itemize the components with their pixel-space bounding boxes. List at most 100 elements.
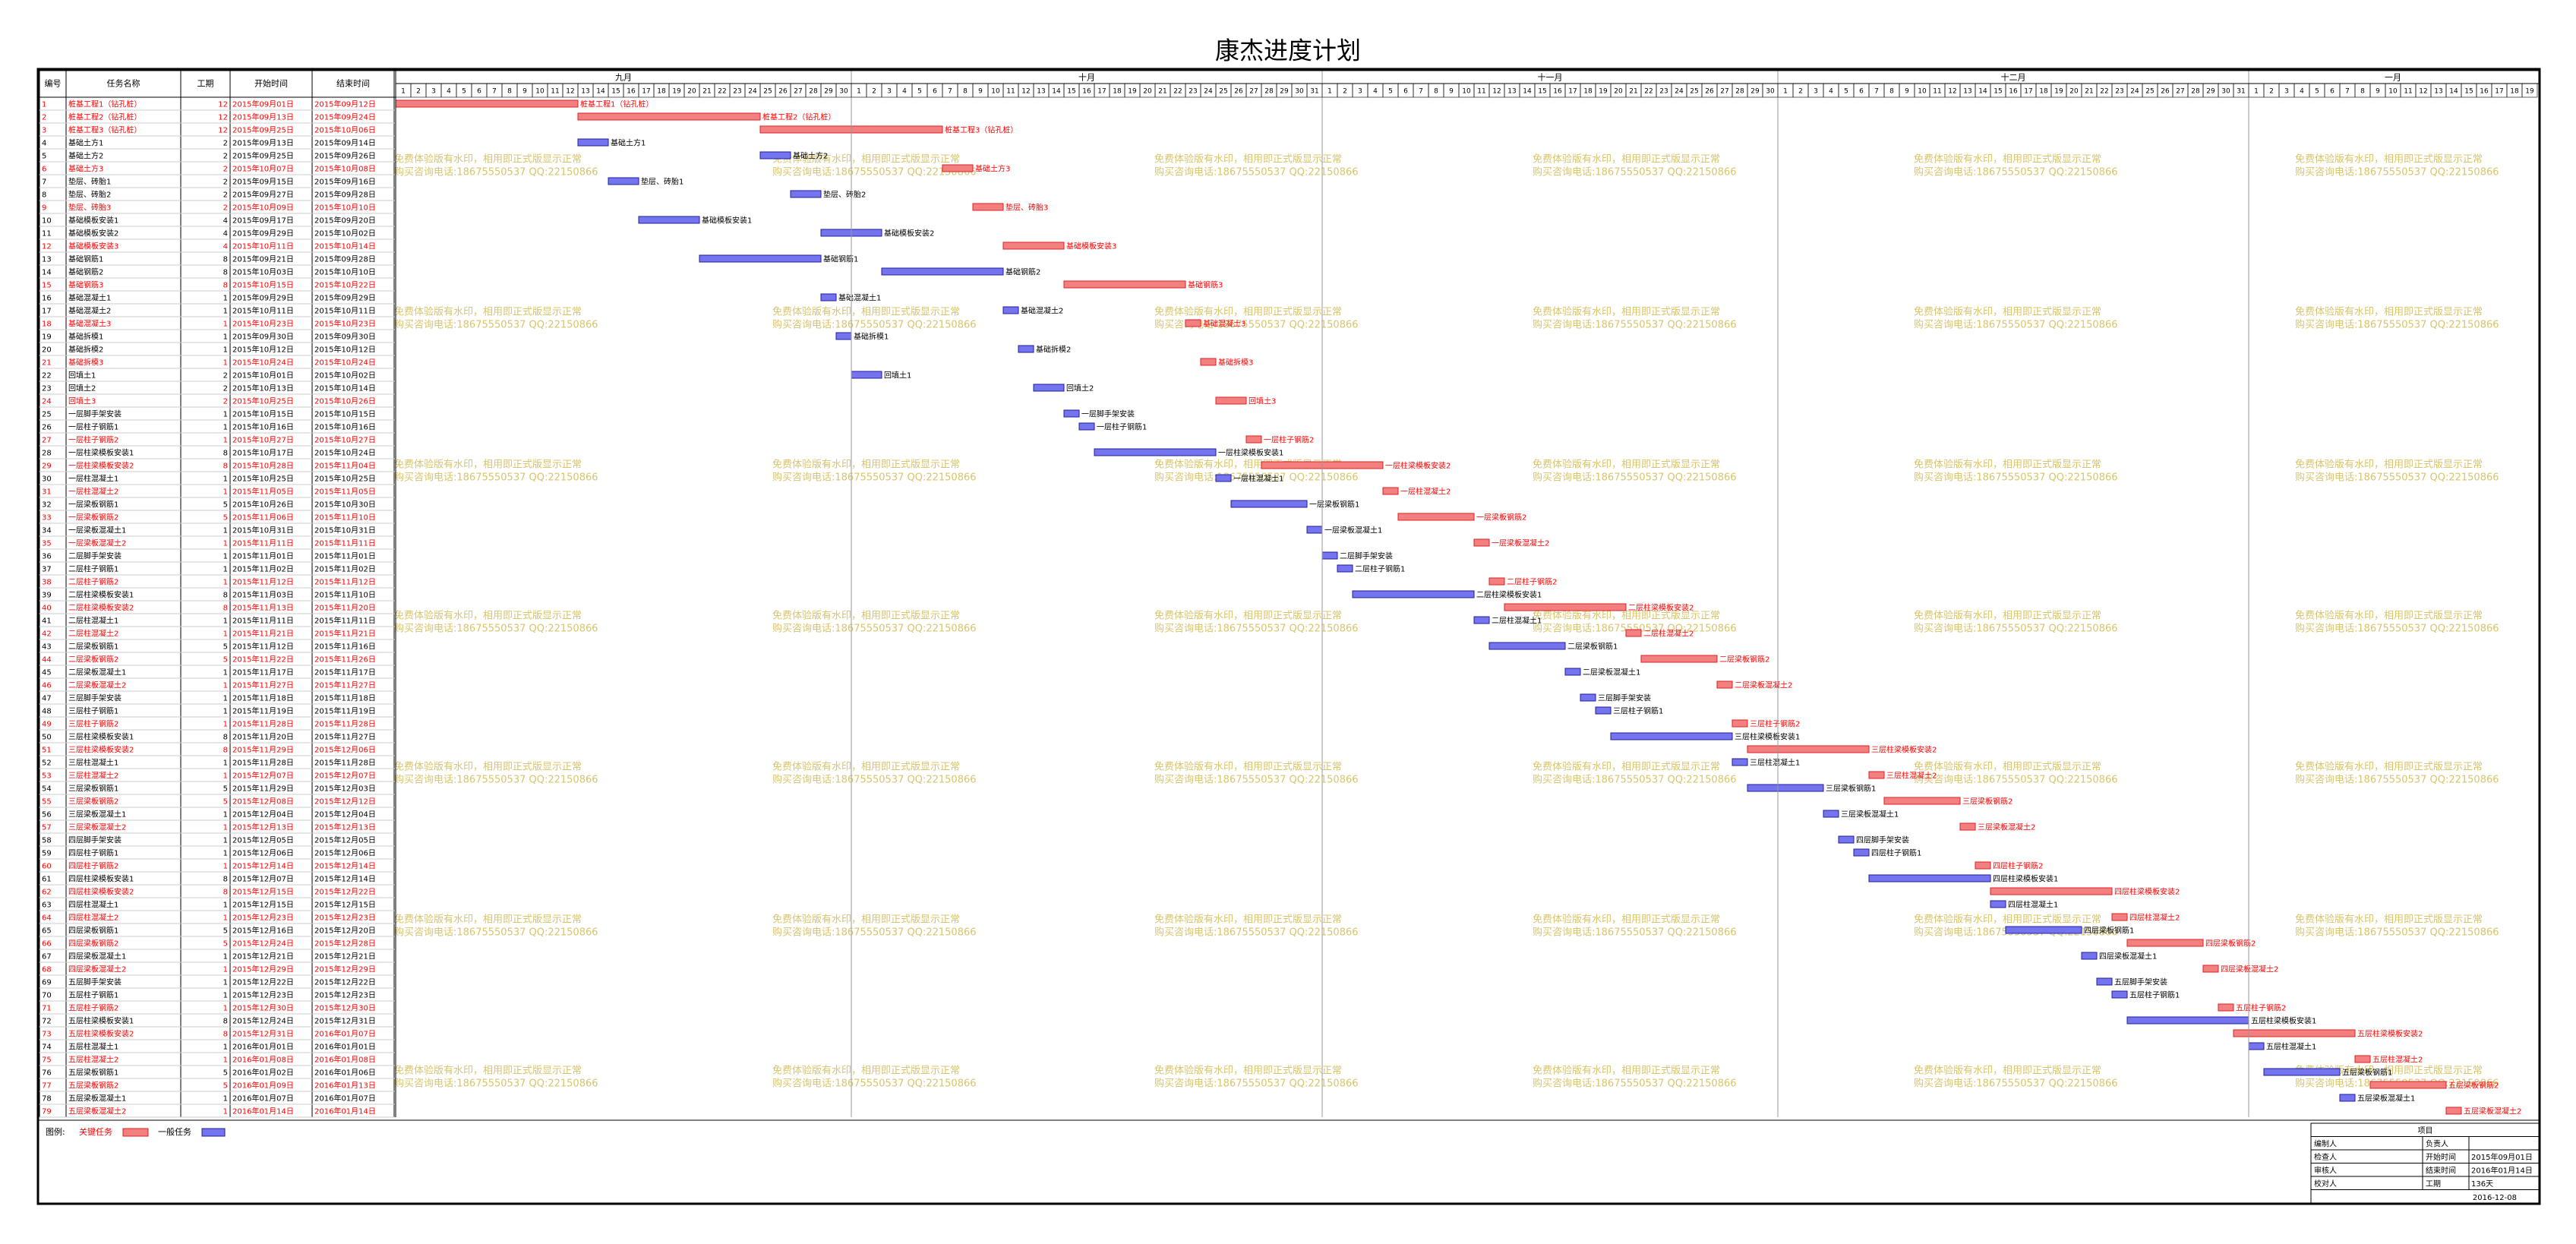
task-duration: 12 [218, 101, 228, 109]
watermark: 购买咨询电话:18675550537 QQ:22150866 [1154, 623, 1359, 635]
day-label: 11 [551, 88, 559, 96]
task-bar [2111, 913, 2128, 921]
task-start: 2015年11月17日 [232, 668, 294, 677]
task-end: 2015年12月31日 [314, 1016, 376, 1026]
task-duration: 2 [223, 385, 228, 393]
frame [36, 68, 2541, 1205]
task-start: 2015年10月12日 [232, 345, 294, 355]
day-label: 23 [2115, 88, 2123, 96]
task-bar [2202, 965, 2219, 973]
task-id: 32 [42, 501, 52, 510]
bar-label: 四层梁板混凝土1 [2099, 952, 2157, 961]
day-label: 4 [1829, 88, 1833, 96]
day-label: 26 [2161, 88, 2170, 96]
day-label: 23 [1659, 88, 1668, 96]
bar-label: 五层梁板钢筋2 [2448, 1081, 2499, 1091]
day-label: 22 [718, 88, 726, 96]
task-name: 基础钢筋1 [68, 254, 103, 264]
task-name: 基础模板安装3 [68, 242, 118, 251]
bar-label: 五层柱子钢筋1 [2129, 990, 2180, 1000]
task-duration: 1 [223, 759, 228, 768]
watermark: 免费体验版有水印，相用即正式版显示正常 [1914, 306, 2101, 318]
task-start: 2016年01月14日 [232, 1107, 294, 1116]
task-id: 67 [42, 953, 52, 961]
task-id: 78 [42, 1095, 52, 1103]
bar-label: 一层梁板混凝土1 [1324, 526, 1382, 535]
day-label: 17 [2495, 88, 2503, 96]
task-bar [835, 332, 852, 340]
watermark: 购买咨询电话:18675550537 QQ:22150866 [772, 623, 977, 635]
task-end: 2016年01月07日 [314, 1029, 376, 1039]
task-id: 66 [42, 940, 52, 949]
watermark: 免费体验版有水印，相用即正式版显示正常 [1154, 1065, 1342, 1077]
day-label: 8 [963, 88, 968, 96]
task-end: 2016年01月08日 [314, 1055, 376, 1065]
task-end: 2015年12月29日 [314, 965, 376, 974]
task-start: 2015年12月22日 [232, 977, 294, 987]
task-bar [1732, 719, 1748, 728]
info-date: 2016-12-08 [2473, 1194, 2517, 1202]
task-end: 2015年12月14日 [314, 861, 376, 871]
task-name: 四层柱梁模板安装2 [68, 887, 134, 897]
task-name: 五层脚手架安装 [68, 977, 122, 987]
watermark: 购买咨询电话:18675550537 QQ:22150866 [772, 319, 977, 331]
task-end: 2015年12月22日 [314, 887, 376, 897]
watermark: 免费体验版有水印，相用即正式版显示正常 [1533, 459, 1720, 471]
day-label: 5 [462, 88, 466, 96]
task-end: 2015年10月24日 [314, 448, 376, 458]
bar-label: 垫层、砖胎2 [823, 190, 866, 200]
task-duration: 1 [223, 721, 228, 729]
task-name: 一层柱混凝土1 [68, 474, 118, 484]
task-duration: 1 [223, 475, 228, 484]
day-label: 25 [2145, 88, 2154, 96]
day-label: 13 [1037, 88, 1045, 96]
task-start: 2016年01月01日 [232, 1042, 294, 1052]
bar-label: 二层柱混凝土1 [1492, 616, 1542, 626]
task-id: 9 [42, 204, 46, 213]
task-bar [1747, 784, 1824, 792]
bar-label: 五层柱梁模板安装2 [2357, 1029, 2423, 1039]
watermark: 免费体验版有水印，相用即正式版显示正常 [1914, 914, 2101, 926]
task-duration: 5 [223, 656, 228, 665]
task-end: 2015年12月14日 [314, 874, 376, 884]
watermark: 购买咨询电话:18675550537 QQ:22150866 [394, 1078, 598, 1090]
task-end: 2015年12月04日 [314, 810, 376, 819]
day-label: 6 [1859, 88, 1864, 96]
day-label: 14 [2449, 88, 2458, 96]
task-bar [2126, 939, 2204, 947]
watermark: 免费体验版有水印，相用即正式版显示正常 [772, 761, 960, 773]
task-bar [1063, 409, 1080, 418]
task-id: 69 [42, 979, 52, 987]
bar-label: 一层脚手架安装 [1081, 409, 1135, 419]
task-end: 2015年10月16日 [314, 422, 376, 432]
day-label: 24 [748, 88, 757, 96]
task-id: 58 [42, 837, 52, 845]
task-id: 70 [42, 992, 52, 1000]
task-start: 2015年12月14日 [232, 861, 294, 871]
watermark: 购买咨询电话:18675550537 QQ:22150866 [1154, 472, 1359, 484]
task-start: 2015年12月30日 [232, 1003, 294, 1013]
task-name: 二层梁板混凝土2 [68, 680, 126, 690]
bar-label: 基础模板安装1 [702, 216, 752, 226]
watermark: 购买咨询电话:18675550537 QQ:22150866 [2295, 927, 2499, 939]
task-end: 2015年10月08日 [314, 164, 376, 174]
task-name: 一层脚手架安装 [68, 409, 122, 419]
task-name: 三层脚手架安装 [68, 693, 122, 703]
task-name: 基础模板安装1 [68, 216, 118, 226]
watermark: 免费体验版有水印，相用即正式版显示正常 [394, 1065, 582, 1077]
watermark: 购买咨询电话:18675550537 QQ:22150866 [1914, 774, 2118, 786]
task-bar [2111, 990, 2128, 999]
watermark: 购买咨询电话:18675550537 QQ:22150866 [1533, 774, 1737, 786]
task-start: 2015年12月23日 [232, 990, 294, 1000]
day-label: 13 [2434, 88, 2442, 96]
day-label: 30 [839, 88, 848, 96]
task-bar [1215, 396, 1247, 405]
task-end: 2015年11月11日 [314, 538, 376, 548]
task-bar [2081, 952, 2098, 960]
task-start: 2015年10月15日 [232, 409, 294, 419]
task-bar [1868, 771, 1885, 779]
day-label: 8 [507, 88, 512, 96]
task-name: 三层梁板钢筋1 [68, 784, 118, 794]
watermark: 购买咨询电话:18675550537 QQ:22150866 [2295, 319, 2499, 331]
watermark: 购买咨询电话:18675550537 QQ:22150866 [2295, 623, 2499, 635]
